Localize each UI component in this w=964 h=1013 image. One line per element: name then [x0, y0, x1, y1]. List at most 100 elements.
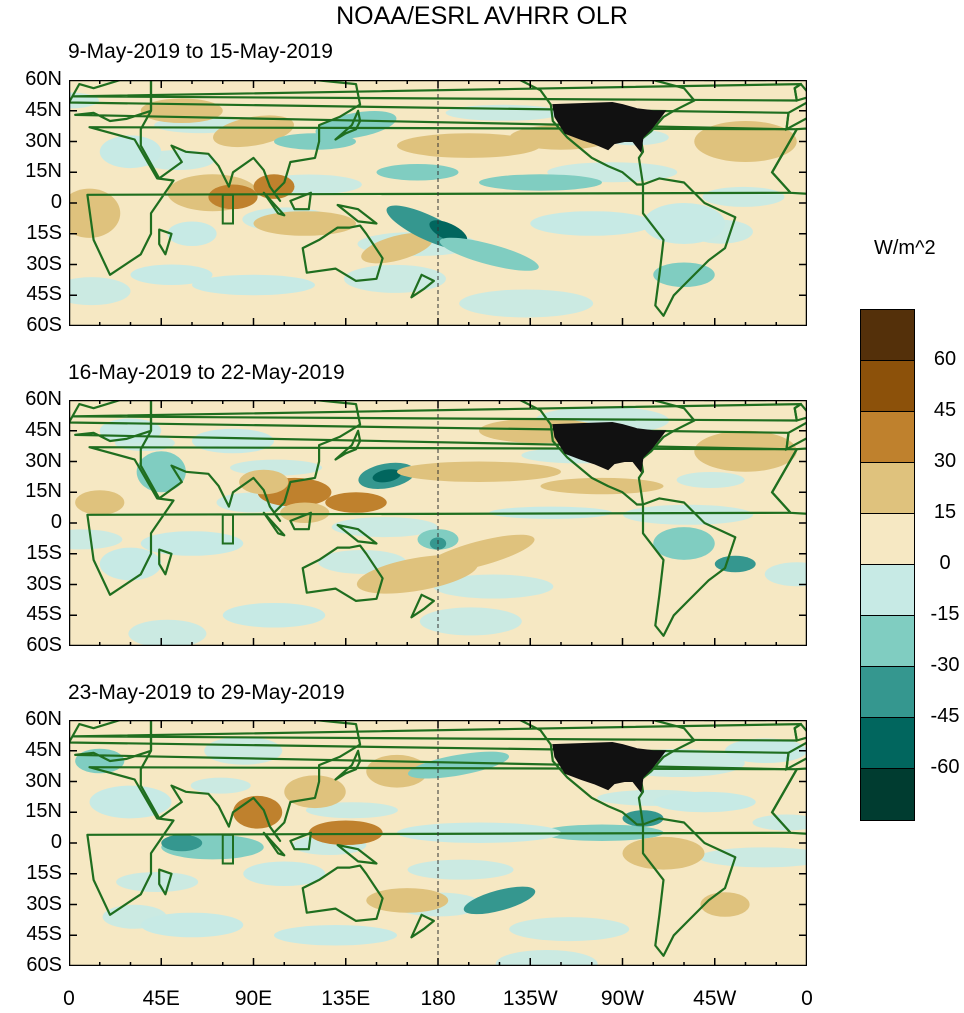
- colorbar-swatch: [861, 412, 914, 463]
- olr-anomaly-contour: [308, 820, 383, 846]
- olr-anomaly-contour: [130, 264, 213, 285]
- olr-anomaly-contour: [331, 517, 438, 538]
- colorbar-swatch: [861, 667, 914, 718]
- coastline-europe: [69, 400, 790, 451]
- lat-label: 30S: [26, 572, 62, 595]
- olr-anomaly-contour: [714, 555, 756, 573]
- lat-label: 15N: [25, 160, 62, 183]
- coastline-madagascar: [158, 868, 173, 896]
- coastline-samerica: [641, 177, 737, 317]
- colorbar-swatch: [861, 463, 914, 514]
- olr-anomaly-contour: [372, 469, 401, 483]
- olr-anomaly-contour: [376, 164, 459, 181]
- region-box: [221, 833, 234, 865]
- coastline-australia: [301, 224, 384, 282]
- lat-label: 15S: [26, 861, 62, 884]
- olr-anomaly-contour: [700, 892, 750, 917]
- olr-anomaly-contour: [429, 220, 468, 244]
- colorbar-swatch: [861, 361, 914, 412]
- lon-label: 90W: [600, 987, 645, 1010]
- olr-panel-week3: [69, 720, 807, 966]
- colorbar-swatch: [861, 718, 914, 769]
- colorbar-label: -15: [930, 603, 960, 625]
- us-state-borders: [552, 421, 667, 474]
- coastline-indonesia2: [289, 831, 312, 851]
- olr-anomaly-contour: [274, 925, 397, 946]
- lon-label: 135E: [321, 987, 371, 1010]
- colorbar-label: 30: [933, 450, 957, 472]
- lat-label: 15S: [26, 221, 62, 244]
- olr-anomaly-contour: [397, 461, 561, 482]
- olr-anomaly-contour: [676, 471, 745, 488]
- olr-anomaly-contour: [397, 133, 541, 158]
- coastline-indonesia1: [262, 511, 286, 537]
- panel-3-title: 23-May-2019 to 29-May-2019: [68, 681, 345, 704]
- olr-anomaly-contour: [222, 602, 326, 628]
- lat-label: 45N: [25, 738, 62, 761]
- olr-anomaly-contour: [325, 492, 387, 513]
- colorbar-swatch: [861, 769, 914, 820]
- map-title: NOAA/ESRL AVHRR OLR: [336, 2, 628, 30]
- coastline-europe: [69, 80, 790, 131]
- olr-anomaly-contour: [213, 115, 294, 148]
- region-box: [221, 513, 234, 545]
- colorbar-label: 0: [939, 552, 951, 574]
- olr-anomaly-contour: [99, 135, 162, 169]
- olr-anomaly-contour: [69, 529, 123, 550]
- olr-anomaly-contour: [407, 859, 514, 880]
- olr-anomaly-contour: [439, 237, 539, 271]
- lon-label: 0: [801, 987, 813, 1010]
- olr-anomaly-contour: [495, 949, 598, 966]
- coastline-australia: [301, 864, 384, 922]
- lat-label: 45N: [25, 418, 62, 441]
- colorbar-label: 45: [933, 399, 957, 421]
- units-label: W/m^2: [874, 237, 936, 259]
- coastline-newguinea: [336, 203, 378, 225]
- olr-anomaly-contour: [479, 174, 602, 191]
- olr-anomaly-contour: [622, 836, 705, 870]
- lat-label: 0: [50, 191, 62, 213]
- lat-label: 60S: [26, 314, 62, 336]
- olr-anomaly-contour: [116, 871, 199, 892]
- colorbar-swatch: [861, 616, 914, 667]
- colorbar-swatch: [861, 565, 914, 616]
- lat-label: 45S: [26, 283, 62, 306]
- coastline-europe: [69, 720, 790, 771]
- coastline-indonesia1: [262, 831, 286, 857]
- olr-anomaly-contour: [69, 188, 121, 238]
- olr-anomaly-contour: [764, 562, 807, 587]
- colorbar-label: -30: [930, 654, 960, 676]
- olr-anomaly-contour: [239, 469, 289, 495]
- coastline-nz: [410, 273, 435, 299]
- olr-anomaly-contour: [140, 98, 223, 124]
- olr-anomaly-contour: [243, 861, 326, 887]
- olr-anomaly-contour: [366, 888, 449, 913]
- lon-label: 180: [420, 987, 456, 1010]
- olr-anomaly-contour: [233, 795, 283, 829]
- colorbar-label: 15: [933, 501, 957, 523]
- lon-label: 0: [63, 987, 75, 1010]
- olr-anomaly-contour: [192, 428, 274, 454]
- olr-anomaly-contour: [69, 277, 131, 306]
- coastline-japan: [334, 109, 362, 141]
- coastline-japan: [334, 429, 362, 461]
- lat-label: 30N: [25, 449, 62, 472]
- olr-anomaly-contour: [694, 121, 797, 162]
- us-state-borders: [552, 101, 667, 154]
- coastline-indonesia2: [289, 191, 312, 211]
- olr-anomaly-contour: [540, 477, 664, 495]
- olr-anomaly-contour: [530, 211, 654, 236]
- olr-anomaly-contour: [407, 751, 510, 779]
- olr-anomaly-contour: [643, 203, 725, 244]
- lat-label: 60S: [26, 954, 62, 976]
- olr-anomaly-contour: [419, 607, 522, 636]
- lat-label: 15N: [25, 480, 62, 503]
- olr-anomaly-contour: [140, 531, 244, 556]
- coastline-australia: [301, 544, 384, 602]
- lat-label: 45N: [25, 98, 62, 121]
- olr-anomaly-contour: [75, 490, 125, 515]
- lat-label: 30S: [26, 252, 62, 275]
- lat-label: 0: [50, 831, 62, 853]
- lon-label: 135W: [502, 987, 558, 1010]
- olr-anomaly-contour: [274, 133, 356, 150]
